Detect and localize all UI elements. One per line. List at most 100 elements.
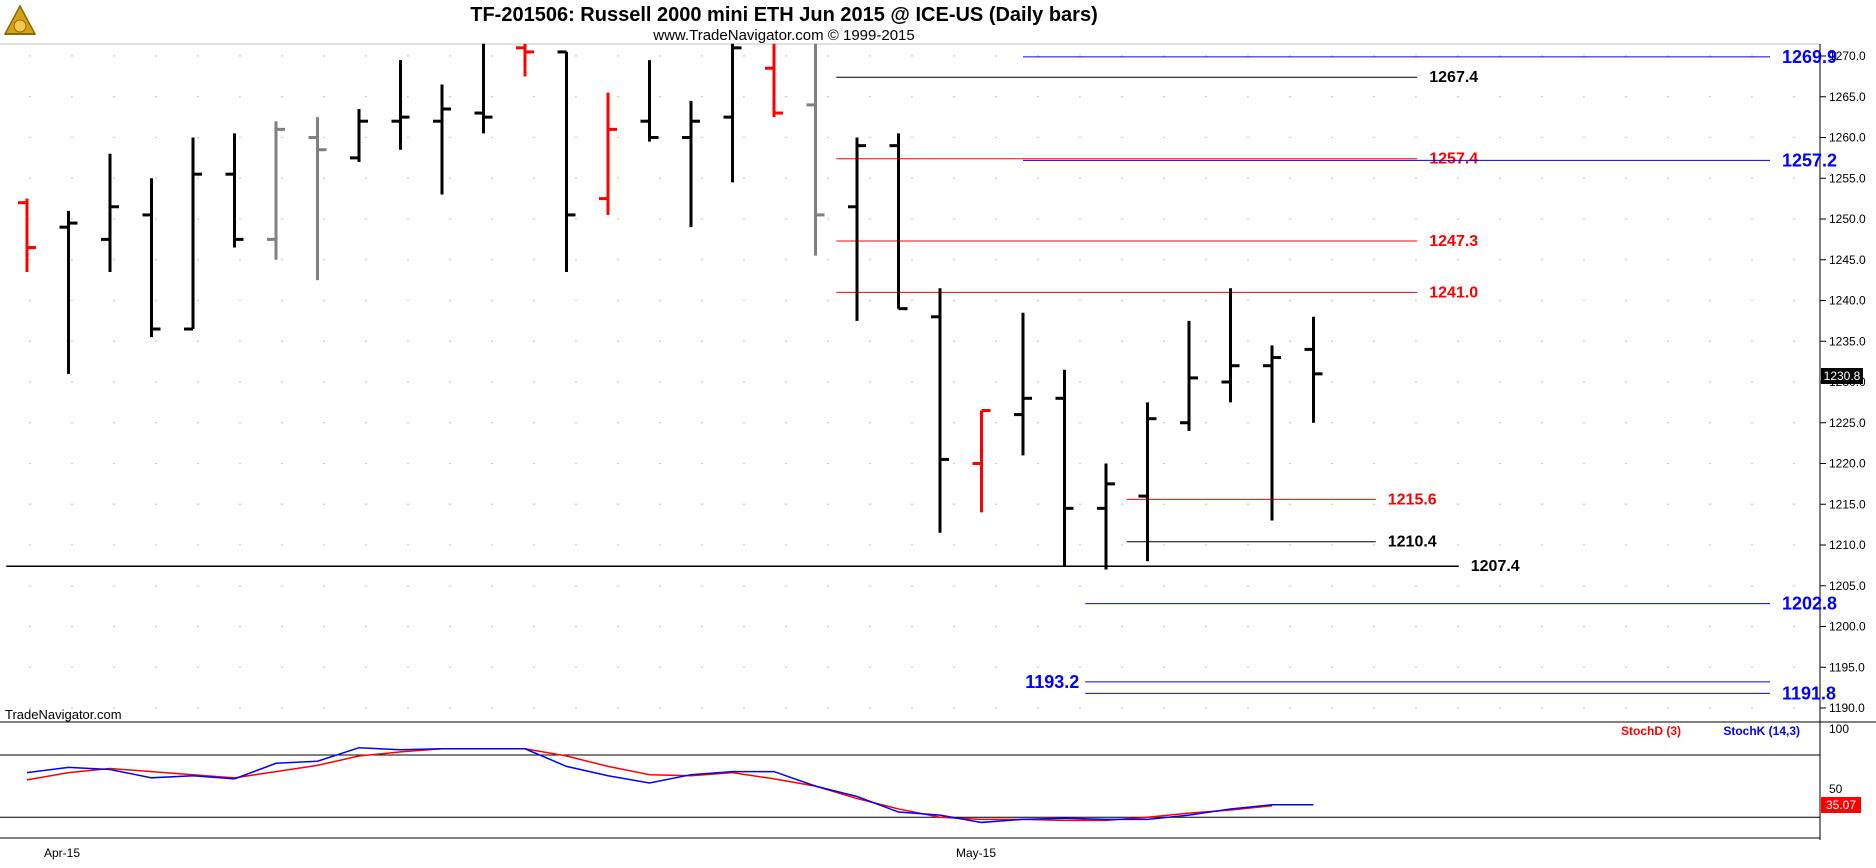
grid-dot [281, 503, 283, 505]
grid-dot [575, 707, 577, 709]
grid-dot [239, 340, 241, 342]
grid-dot [701, 462, 703, 465]
grid-dot [1163, 218, 1165, 220]
last-price-tag: 1230.8 [1821, 368, 1863, 384]
grid-dot [281, 55, 283, 57]
grid-dot [953, 381, 955, 383]
grid-dot [827, 218, 829, 220]
grid-dot [743, 422, 745, 424]
grid-dot [1415, 625, 1417, 628]
grid-dot [1331, 259, 1333, 261]
grid-dot [1037, 96, 1039, 98]
grid-dot [1625, 585, 1627, 587]
grid-dot [911, 96, 913, 98]
grid-dot [1667, 381, 1669, 383]
grid-dot [533, 625, 535, 628]
grid-dot [1709, 503, 1711, 505]
y-tick-label: 1260.0 [1829, 131, 1866, 145]
grid-dot [449, 585, 451, 587]
y-tick-label: 1240.0 [1829, 294, 1866, 308]
grid-dot [911, 381, 913, 383]
grid-dot [659, 259, 661, 261]
grid-dot [281, 585, 283, 587]
grid-dot [785, 503, 787, 505]
grid-dot [617, 299, 619, 302]
grid-dot [1457, 177, 1459, 179]
grid-dot [743, 55, 745, 57]
grid-dot [323, 381, 325, 383]
grid-dot [29, 340, 31, 342]
grid-dot [1457, 666, 1459, 668]
grid-dot [953, 55, 955, 57]
grid-dot [1121, 340, 1123, 342]
grid-dot [659, 177, 661, 179]
header-background [0, 0, 1876, 44]
grid-dot [617, 585, 619, 587]
grid-dot [155, 299, 157, 302]
grid-dot [911, 422, 913, 424]
grid-dot [743, 381, 745, 383]
grid-dot [407, 259, 409, 261]
grid-dot [1289, 177, 1291, 179]
grid-dot [1541, 462, 1543, 465]
stochk-label: StochK (14,3) [1723, 724, 1800, 738]
grid-dot [617, 707, 619, 709]
grid-dot [1499, 422, 1501, 424]
grid-dot [1373, 422, 1375, 424]
grid-dot [281, 259, 283, 261]
grid-dot [71, 259, 73, 261]
grid-dot [1709, 136, 1711, 139]
y-tick-label: 1255.0 [1829, 171, 1866, 185]
grid-dot [1541, 707, 1543, 709]
grid-dot [281, 218, 283, 220]
grid-dot [1499, 666, 1501, 668]
x-label-may: May-15 [956, 846, 996, 860]
grid-dot [1625, 96, 1627, 98]
grid-dot [197, 462, 199, 465]
grid-dot [911, 462, 913, 465]
grid-dot [869, 585, 871, 587]
grid-dot [911, 625, 913, 628]
grid-dot [1457, 136, 1459, 139]
grid-dot [1541, 381, 1543, 383]
grid-dot [1037, 625, 1039, 628]
grid-dot [197, 503, 199, 505]
grid-dot [365, 96, 367, 98]
grid-dot [239, 544, 241, 546]
grid-dot [1709, 96, 1711, 98]
grid-dot [659, 381, 661, 383]
grid-dot [1751, 299, 1753, 302]
grid-dot [1457, 462, 1459, 465]
grid-dot [155, 503, 157, 505]
grid-dot [953, 259, 955, 261]
grid-dot [1373, 218, 1375, 220]
grid-dot [701, 299, 703, 302]
grid-dot [155, 422, 157, 424]
ohlc-bar [225, 133, 244, 248]
grid-dot [743, 462, 745, 465]
grid-dot [197, 666, 199, 668]
grid-dot [911, 544, 913, 546]
grid-dot [281, 707, 283, 709]
level-label: 1202.8 [1782, 594, 1837, 614]
grid-dot [1751, 381, 1753, 383]
grid-dot [743, 544, 745, 546]
ohlc-bar [682, 100, 700, 228]
grid-dot [1205, 585, 1207, 587]
grid-dot [1121, 462, 1123, 465]
grid-dot [1247, 585, 1249, 587]
grid-dot [1457, 259, 1459, 261]
grid-dot [449, 462, 451, 465]
grid-dot [449, 381, 451, 383]
grid-dot [197, 136, 199, 139]
level-label: 1241.0 [1429, 284, 1478, 301]
ohlc-bar [806, 43, 825, 256]
chart-title: TF-201506: Russell 2000 mini ETH Jun 201… [470, 4, 1098, 26]
grid-dot [407, 462, 409, 465]
grid-dot [1331, 381, 1333, 383]
grid-dot [785, 585, 787, 587]
grid-dot [1793, 299, 1795, 302]
y-tick-label: 1210.0 [1829, 538, 1866, 552]
grid-dot [323, 218, 325, 220]
y-tick-label: 1205.0 [1829, 579, 1866, 593]
